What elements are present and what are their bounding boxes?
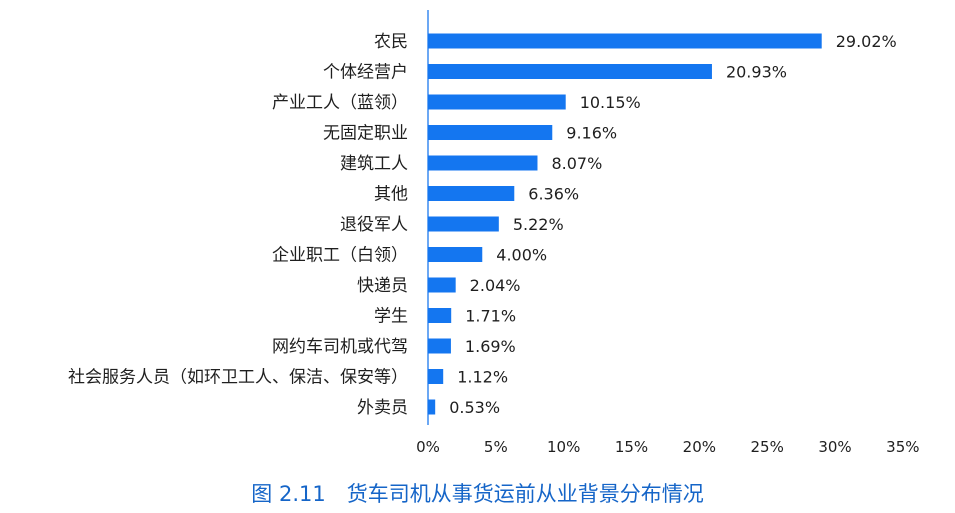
category-label: 农民 bbox=[374, 32, 408, 52]
data-label: 1.12% bbox=[457, 368, 508, 387]
x-tick-label: 0% bbox=[416, 438, 440, 456]
data-label: 4.00% bbox=[496, 246, 547, 265]
category-label: 建筑工人 bbox=[340, 154, 408, 174]
bar-chart: 农民 29.02% 个体经营户 20.93% 产业工人（蓝领） 10.15% 无固定职业 9.… bbox=[68, 10, 920, 456]
data-label: 10.15% bbox=[580, 93, 641, 112]
category-label: 无固定职业 bbox=[323, 124, 408, 144]
bar bbox=[428, 155, 538, 171]
category-label: 企业职工（白领） bbox=[272, 246, 408, 266]
bar bbox=[428, 33, 822, 49]
bar bbox=[428, 308, 452, 323]
category-label: 产业工人（蓝领） bbox=[272, 93, 408, 113]
x-tick-label: 5% bbox=[484, 438, 508, 456]
x-tick-label: 20% bbox=[683, 438, 716, 456]
category-label: 网约车司机或代驾 bbox=[272, 337, 408, 357]
chart-title: 图 2.11 货车司机从事货运前从业背景分布情况 bbox=[251, 482, 704, 506]
category-label: 个体经营户 bbox=[323, 63, 408, 83]
data-label: 29.02% bbox=[836, 32, 897, 51]
data-label: 20.93% bbox=[726, 63, 787, 82]
data-label: 8.07% bbox=[551, 154, 602, 173]
data-label: 0.53% bbox=[449, 398, 500, 417]
category-label: 其他 bbox=[374, 185, 408, 205]
bar bbox=[428, 399, 436, 415]
data-label: 6.36% bbox=[528, 185, 579, 204]
data-label: 1.71% bbox=[465, 307, 516, 326]
category-label: 快递员 bbox=[357, 276, 408, 296]
category-label: 外卖员 bbox=[357, 398, 408, 418]
category-label: 社会服务人员（如环卫工人、保洁、保安等） bbox=[68, 368, 408, 388]
bar bbox=[428, 125, 553, 140]
bar bbox=[428, 277, 456, 293]
x-tick-label: 35% bbox=[886, 438, 919, 456]
data-label: 5.22% bbox=[513, 215, 564, 234]
bar bbox=[428, 94, 566, 110]
bar bbox=[428, 369, 444, 384]
category-label: 退役军人 bbox=[340, 215, 408, 235]
data-label: 9.16% bbox=[566, 124, 617, 143]
x-tick-label: 30% bbox=[818, 438, 851, 456]
x-tick-label: 10% bbox=[547, 438, 580, 456]
data-label: 1.69% bbox=[465, 337, 516, 356]
bar bbox=[428, 216, 499, 232]
data-label: 2.04% bbox=[470, 276, 521, 295]
bar bbox=[428, 338, 451, 354]
category-label: 学生 bbox=[374, 307, 408, 327]
bar bbox=[428, 186, 515, 201]
bar bbox=[428, 64, 712, 79]
bar bbox=[428, 247, 483, 262]
x-tick-label: 25% bbox=[750, 438, 783, 456]
x-tick-label: 15% bbox=[615, 438, 648, 456]
